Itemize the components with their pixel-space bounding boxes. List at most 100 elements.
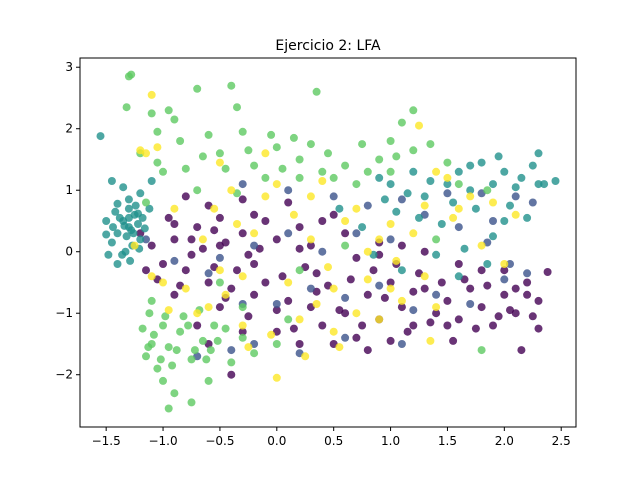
scatter-point (206, 346, 215, 355)
scatter-point (204, 269, 213, 278)
scatter-point (215, 303, 224, 312)
scatter-point (250, 260, 259, 268)
scatter-point (118, 250, 127, 259)
scatter-point (415, 121, 423, 130)
scatter-point (147, 109, 156, 118)
scatter-point (318, 321, 327, 330)
scatter-point (227, 81, 236, 90)
scatter-point (124, 195, 133, 204)
scatter-point (204, 278, 213, 287)
scatter-point (115, 213, 124, 222)
scatter-point (147, 90, 156, 99)
y-tick-label: −1 (55, 306, 73, 320)
scatter-point (543, 268, 552, 276)
scatter-point (397, 241, 406, 250)
scatter-point (341, 161, 350, 170)
scatter-point (363, 201, 372, 210)
scatter-point (426, 177, 435, 185)
x-tick-label: 0.5 (324, 434, 343, 448)
scatter-point (397, 118, 406, 127)
scatter-point (306, 235, 315, 244)
scatter-point (420, 284, 429, 293)
scatter-point (170, 115, 179, 124)
scatter-point (489, 321, 497, 330)
x-tick-label: −1.0 (148, 434, 177, 448)
scatter-point (193, 84, 202, 93)
scatter-point (153, 143, 162, 152)
scatter-point (335, 343, 344, 352)
scatter-point (352, 253, 361, 262)
scatter-point (250, 349, 259, 358)
scatter-point (140, 224, 149, 233)
scatter-point (250, 229, 259, 238)
scatter-point (227, 370, 236, 379)
scatter-point (415, 213, 423, 222)
scatter-point (523, 269, 532, 278)
scatter-point (517, 346, 526, 355)
scatter-point (306, 192, 315, 201)
scatter-point (202, 355, 211, 364)
scatter-point (210, 321, 219, 330)
scatter-point (215, 158, 224, 167)
scatter-point (131, 201, 140, 210)
x-tick-label: 0.0 (267, 434, 286, 448)
scatter-point (489, 232, 497, 241)
scatter-point (483, 281, 492, 290)
scatter-point (159, 376, 167, 385)
scatter-point (289, 133, 298, 142)
scatter-point (511, 183, 520, 192)
scatter-point (284, 315, 293, 324)
scatter-point (142, 352, 150, 361)
scatter-point (477, 158, 486, 167)
scatter-point (375, 281, 384, 290)
scatter-point (215, 266, 224, 275)
scatter-point (534, 149, 543, 158)
scatter-point (261, 149, 270, 158)
scatter-point (233, 103, 241, 112)
scatter-point (386, 167, 395, 176)
scatter-point (144, 343, 153, 352)
scatter-point (500, 290, 509, 299)
scatter-point (107, 177, 116, 185)
scatter-point (392, 152, 401, 161)
scatter-point (437, 220, 446, 228)
scatter-point (489, 180, 497, 189)
scatter-point (198, 336, 207, 345)
scatter-point (272, 143, 281, 152)
scatter-point (341, 217, 350, 225)
scatter-point (460, 244, 469, 253)
scatter-point (375, 250, 384, 259)
scatter-point (466, 161, 475, 170)
scatter-point (284, 186, 293, 195)
scatter-point (284, 296, 293, 305)
scatter-point (363, 247, 372, 256)
scatter-point (142, 266, 150, 275)
x-axis: −1.5 −1.0 −0.5 0.0 0.5 1.0 1.5 2.0 2.5 (92, 427, 571, 448)
scatter-point (489, 198, 497, 207)
scatter-point (352, 180, 361, 189)
scatter-point (443, 296, 452, 305)
scatter-point (193, 321, 202, 330)
scatter-point (227, 284, 236, 293)
scatter-point (107, 238, 116, 247)
scatter-point (176, 137, 185, 145)
scatter-point (335, 306, 344, 315)
scatter-point (278, 164, 287, 173)
scatter-point (386, 278, 395, 287)
scatter-point (295, 315, 304, 324)
scatter-point (181, 192, 190, 201)
scatter-point (477, 241, 486, 250)
scatter-point (426, 140, 435, 149)
scatter-point (102, 217, 111, 225)
scatter-point (227, 358, 236, 367)
scatter-point (198, 244, 207, 253)
x-tick-label: 2.0 (495, 434, 514, 448)
scatter-point (233, 266, 241, 275)
scatter-point (204, 130, 213, 139)
scatter-point (233, 220, 241, 228)
scatter-point (244, 250, 253, 259)
scatter-point (159, 278, 167, 287)
scatter-point (386, 137, 395, 145)
scatter-point (500, 275, 509, 284)
